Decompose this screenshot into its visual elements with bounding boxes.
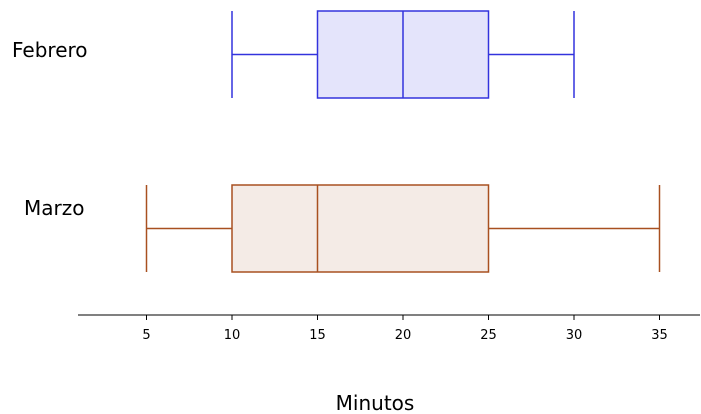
x-tick-label-35: 35	[651, 328, 668, 343]
box-marzo: Marzo	[24, 184, 661, 273]
x-tick-label-20: 20	[395, 328, 412, 343]
x-axis-title: Minutos	[336, 391, 415, 414]
box-febrero: Febrero	[12, 10, 575, 99]
boxes-layer: Febrero Marzo	[12, 10, 661, 273]
category-label-marzo: Marzo	[24, 196, 84, 220]
iqr-box-marzo	[231, 184, 490, 273]
x-tick-label-25: 25	[480, 328, 497, 343]
x-axis-ticks: 5 10 15 20 25 30 35	[142, 315, 668, 343]
x-tick-label-30: 30	[566, 328, 583, 343]
x-tick-label-5: 5	[142, 328, 150, 343]
category-label-febrero: Febrero	[12, 38, 88, 62]
x-tick-label-15: 15	[309, 328, 326, 343]
x-tick-label-10: 10	[224, 328, 241, 343]
